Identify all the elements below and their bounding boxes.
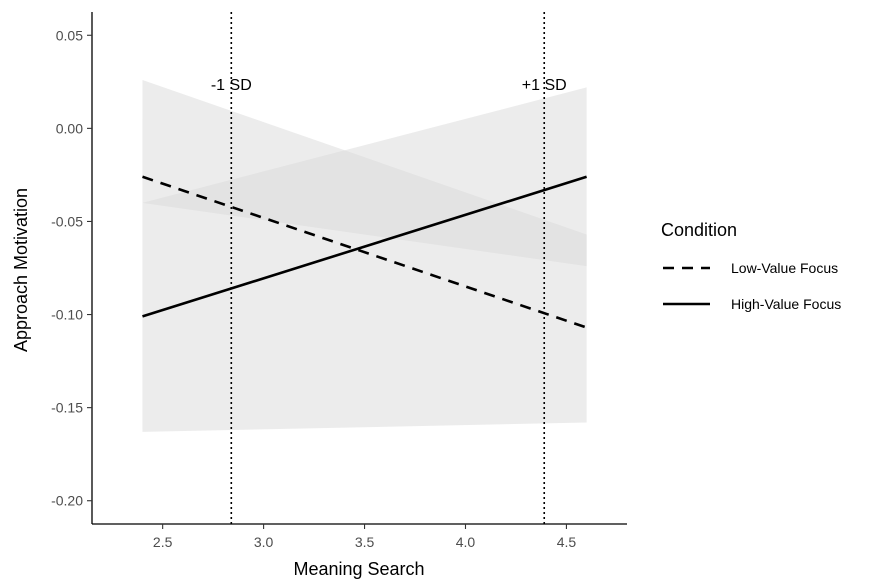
sd-annotations: -1 SD +1 SD — [211, 77, 567, 94]
y-tick-label: -0.15 — [51, 400, 83, 416]
axes — [91, 12, 627, 525]
x-tick-label: 3.5 — [355, 534, 375, 550]
regression-lines — [142, 175, 588, 329]
x-tick-label: 4.5 — [557, 534, 577, 550]
sd-reference-lines — [230, 12, 546, 524]
confidence-band-low-value — [142, 79, 587, 432]
y-axis-title: Approach Motivation — [11, 188, 31, 352]
legend-title: Condition — [661, 220, 737, 240]
sd-label-plus: +1 SD — [522, 77, 567, 94]
x-axis-ticks: 2.5 3.0 3.5 4.0 4.5 — [153, 524, 576, 550]
legend-label-low-value: Low-Value Focus — [731, 260, 838, 276]
y-tick-label: -0.10 — [51, 307, 83, 323]
series-line-high-value — [142, 175, 588, 318]
confidence-band-high-value — [142, 87, 587, 267]
confidence-ribbons — [142, 79, 587, 432]
y-tick-label: 0.00 — [56, 120, 83, 136]
series-line-low-value — [142, 175, 588, 329]
legend: Condition Low-Value Focus High-Value Focu… — [661, 220, 841, 312]
y-tick-label: 0.05 — [56, 27, 83, 43]
y-axis-ticks: 0.05 0.00 -0.05 -0.10 -0.15 -0.20 — [51, 27, 92, 509]
x-axis-title: Meaning Search — [293, 559, 424, 579]
sd-label-minus: -1 SD — [211, 77, 252, 94]
y-tick-label: -0.05 — [51, 213, 83, 229]
x-tick-label: 3.0 — [254, 534, 274, 550]
x-tick-label: 4.0 — [456, 534, 476, 550]
y-tick-label: -0.20 — [51, 493, 83, 509]
x-tick-label: 2.5 — [153, 534, 173, 550]
legend-label-high-value: High-Value Focus — [731, 296, 841, 312]
